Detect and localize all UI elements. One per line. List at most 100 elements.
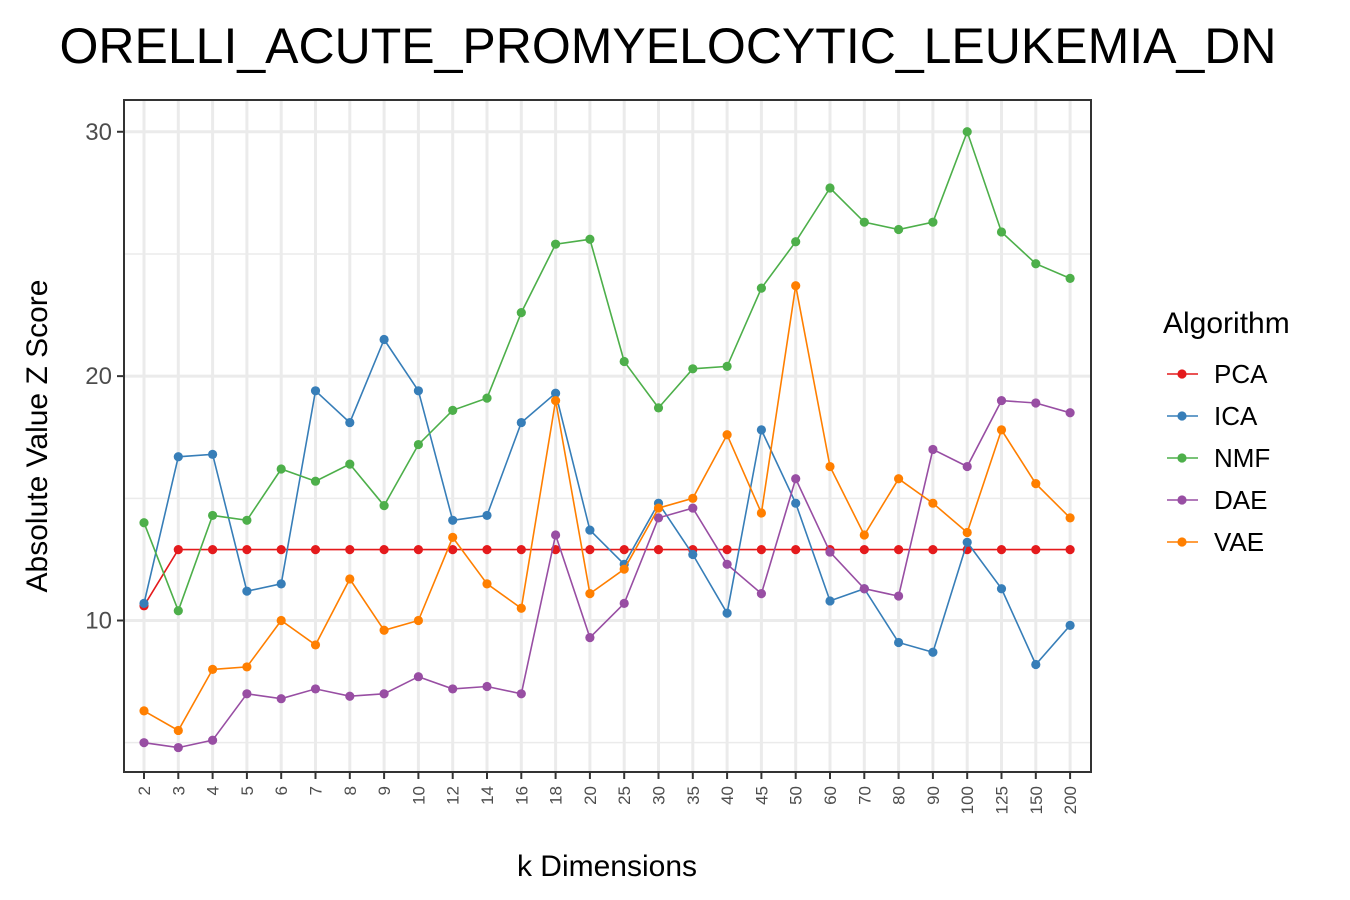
data-point (516, 307, 526, 318)
data-point (791, 545, 801, 555)
data-point (173, 742, 183, 753)
data-point (962, 127, 972, 137)
data-point (756, 545, 767, 555)
data-point (242, 515, 252, 525)
legend-label: DAE (1214, 485, 1267, 515)
data-point (516, 545, 526, 555)
data-point (482, 545, 492, 555)
data-point (1031, 259, 1041, 269)
data-point (379, 689, 389, 699)
data-point (173, 452, 183, 462)
x-tick-label: 100 (958, 786, 977, 814)
data-point (722, 608, 732, 618)
legend-key-point (1177, 495, 1187, 505)
chart-title: ORELLI_ACUTE_PROMYELOCYTIC_LEUKEMIA_DN (59, 18, 1276, 74)
data-point (894, 591, 904, 601)
data-point (585, 589, 595, 599)
data-point (825, 461, 835, 472)
x-tick-label: 150 (1027, 786, 1046, 814)
grid (124, 100, 1091, 772)
data-point (551, 530, 561, 540)
data-point (139, 706, 149, 716)
legend-item-vae: VAE (1167, 527, 1264, 557)
x-tick-label: 35 (684, 786, 703, 805)
x-tick-label: 14 (478, 786, 497, 805)
data-point (722, 430, 732, 440)
data-point (1031, 398, 1041, 408)
data-point (756, 508, 767, 518)
data-point (585, 234, 595, 244)
data-point (585, 633, 595, 643)
legend: Algorithm PCA ICA NMF DAE VAE (1163, 307, 1290, 557)
data-point (791, 498, 801, 508)
data-point (619, 545, 629, 555)
data-point (894, 224, 904, 235)
x-tick-label: 200 (1061, 786, 1080, 814)
data-point (791, 281, 801, 291)
series-nmf (139, 127, 1075, 616)
legend-item-nmf: NMF (1167, 443, 1270, 473)
x-tick-label: 5 (238, 786, 257, 795)
data-point (1031, 479, 1041, 489)
data-point (619, 564, 629, 574)
data-point (996, 425, 1007, 435)
data-point (722, 361, 732, 371)
data-point (928, 498, 938, 508)
series-line (143, 548, 1071, 607)
data-point (859, 530, 869, 540)
data-point (139, 518, 149, 528)
data-point (516, 603, 526, 613)
series-layer (139, 127, 1075, 753)
legend-label: ICA (1214, 401, 1258, 431)
data-point (242, 545, 252, 555)
data-point (551, 388, 561, 398)
data-point (379, 545, 389, 555)
data-point (345, 417, 355, 428)
data-point (208, 735, 218, 745)
x-tick-label: 10 (409, 786, 428, 805)
series-line (143, 399, 1071, 749)
legend-label: PCA (1214, 359, 1268, 389)
data-point (756, 283, 767, 293)
data-point (276, 615, 286, 626)
y-tick-label: 10 (85, 607, 112, 634)
data-point (962, 527, 972, 538)
data-point (825, 183, 835, 193)
x-tick-label: 30 (650, 786, 669, 805)
x-tick-label: 70 (855, 786, 874, 805)
data-point (619, 356, 629, 367)
data-point (139, 598, 149, 608)
data-point (928, 545, 938, 555)
data-point (791, 474, 801, 484)
data-point (859, 584, 869, 594)
data-point (242, 689, 252, 699)
data-point (173, 545, 183, 555)
data-point (653, 503, 664, 513)
data-point (585, 525, 595, 535)
data-point (688, 503, 698, 513)
series-line (143, 285, 1071, 732)
x-tick-label: 20 (581, 786, 600, 805)
data-point (413, 545, 423, 555)
data-point (482, 681, 492, 692)
y-axis-title: Absolute Value Z Score (21, 280, 54, 593)
legend-item-ica: ICA (1167, 401, 1258, 431)
series-pca (139, 545, 1075, 611)
data-point (345, 545, 355, 555)
legend-title: Algorithm (1163, 307, 1290, 340)
x-tick-label: 18 (547, 786, 566, 805)
data-point (688, 493, 698, 503)
x-tick-label: 40 (718, 786, 737, 805)
data-point (619, 598, 629, 608)
data-point (894, 474, 904, 484)
data-point (722, 545, 732, 555)
plot-panel (123, 99, 1092, 773)
series-line (143, 129, 1071, 613)
data-point (653, 403, 664, 413)
data-point (173, 725, 183, 736)
data-point (173, 606, 183, 616)
data-point (928, 647, 938, 657)
data-point (276, 545, 286, 555)
x-tick-label: 12 (444, 786, 463, 805)
